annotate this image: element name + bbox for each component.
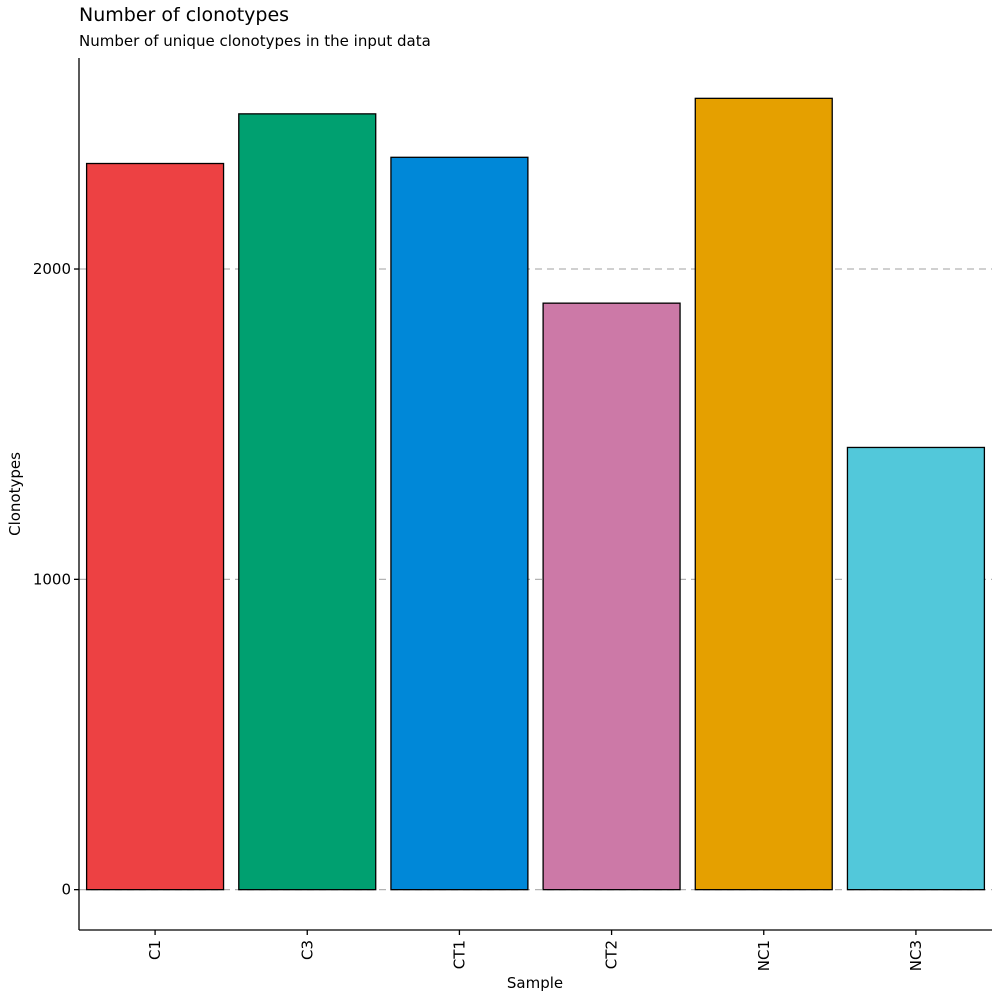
x-tick-label: CT1 <box>450 940 468 969</box>
y-tick-label: 2000 <box>33 260 71 278</box>
y-tick-label: 1000 <box>33 570 71 588</box>
chart-subtitle: Number of unique clonotypes in the input… <box>79 32 431 50</box>
bar-ct2 <box>542 302 681 891</box>
x-tick-label: NC3 <box>907 940 925 971</box>
y-axis-label: Clonotypes <box>6 452 24 536</box>
bar-ct1 <box>390 156 529 891</box>
gridlines <box>79 268 992 891</box>
x-tick-label: CT2 <box>603 940 621 969</box>
bars <box>85 97 986 891</box>
chart-title: Number of clonotypes <box>79 4 290 26</box>
x-ticks: C1 C3 CT1 CT2 NC1 NC3 <box>146 930 925 971</box>
axes <box>78 58 992 931</box>
x-tick-label: NC1 <box>755 940 773 971</box>
x-axis-label: Sample <box>507 974 563 992</box>
bar-c3 <box>238 113 377 891</box>
bar-nc1 <box>694 97 833 891</box>
y-tick-label: 0 <box>61 881 71 899</box>
bar-nc3 <box>846 446 986 891</box>
x-tick-label: C1 <box>146 940 164 960</box>
bar-c1 <box>85 162 225 891</box>
x-tick-label: C3 <box>298 940 316 960</box>
y-ticks: 0 1000 2000 <box>33 260 79 899</box>
